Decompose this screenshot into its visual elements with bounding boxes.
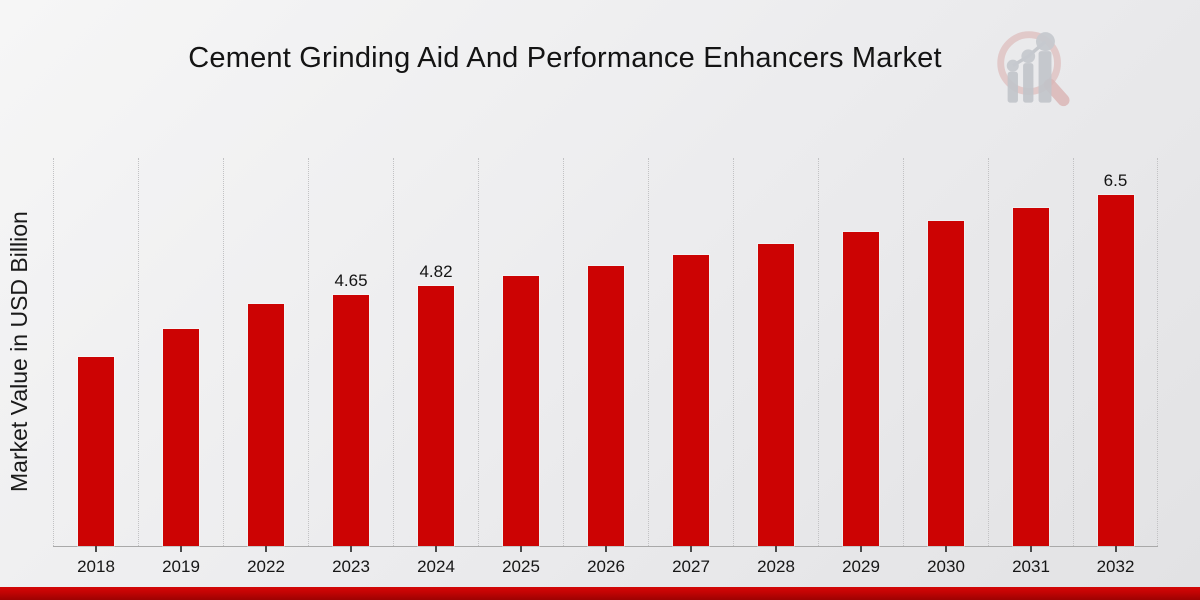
x-axis-tick-label: 2032 — [1096, 557, 1135, 576]
bar-2027 — [673, 255, 709, 546]
category-slot: 2026 — [563, 158, 648, 576]
bar-2030 — [928, 221, 964, 546]
x-axis-tick-label: 2018 — [77, 557, 115, 576]
bar-value-label: 6.5 — [1103, 171, 1128, 190]
bar-2022 — [248, 304, 284, 546]
bar-2025 — [503, 276, 539, 546]
category-slot: 2018 — [53, 158, 138, 576]
bar-2028 — [758, 244, 794, 546]
x-axis-tick — [520, 546, 522, 552]
x-axis-tick — [775, 546, 777, 552]
x-axis-tick-label: 2024 — [417, 557, 455, 576]
bar-2019 — [163, 329, 199, 546]
x-axis-tick-label: 2023 — [332, 557, 370, 576]
bar-2024 — [418, 286, 454, 546]
x-axis-tick — [945, 546, 947, 552]
bar-2023 — [333, 295, 369, 546]
x-axis-tick-label: 2031 — [1012, 557, 1050, 576]
bar-2018 — [78, 357, 114, 546]
y-axis-label: Market Value in USD Billion — [6, 211, 32, 493]
category-slot: 2029 — [818, 158, 903, 576]
category-slot: 2022 — [223, 158, 308, 576]
x-axis-tick-label: 2025 — [502, 557, 540, 576]
x-axis-tick-label: 2029 — [842, 557, 880, 576]
bar-2026 — [588, 266, 624, 546]
x-axis-tick — [95, 546, 97, 552]
footer-accent-band — [0, 587, 1200, 600]
x-axis-tick — [860, 546, 862, 552]
bar-2032 — [1097, 195, 1134, 546]
x-axis-tick — [350, 546, 352, 552]
category-slot: 2031 — [988, 158, 1073, 576]
chart-title: Cement Grinding Aid And Performance Enha… — [188, 42, 942, 74]
x-axis-tick-label: 2030 — [927, 557, 965, 576]
x-axis-tick-label: 2027 — [672, 557, 710, 576]
x-axis-tick — [180, 546, 182, 552]
category-slot: 6.5 2032 — [1073, 158, 1158, 576]
category-slot: 4.82 2024 — [393, 158, 478, 576]
x-axis-tick-label: 2019 — [162, 557, 200, 576]
x-axis-tick — [1030, 546, 1032, 552]
magnifier-bar-chart-logo-icon — [997, 31, 1070, 107]
x-axis-tick — [265, 546, 267, 552]
bar-value-label: 4.65 — [334, 271, 368, 290]
plot-area: 2018 2019 2022 4.65 2023 4.82 2024 2025 2026 2027… — [53, 158, 1158, 576]
category-slot: 2025 — [478, 158, 563, 576]
x-axis-tick-label: 2028 — [757, 557, 795, 576]
x-axis-tick — [605, 546, 607, 552]
category-slot: 2027 — [648, 158, 733, 576]
category-slot: 2030 — [903, 158, 988, 576]
x-axis-tick — [1114, 546, 1117, 552]
x-axis-tick — [690, 546, 692, 552]
bar-2029 — [843, 232, 879, 546]
x-axis-tick-label: 2026 — [587, 557, 625, 576]
x-axis-tick-label: 2022 — [247, 557, 285, 576]
category-slot: 2019 — [138, 158, 223, 576]
category-slot: 2028 — [733, 158, 818, 576]
bar-2031 — [1013, 208, 1049, 546]
bar-value-label: 4.82 — [419, 262, 453, 281]
x-axis-tick — [435, 546, 437, 552]
category-slot: 4.65 2023 — [308, 158, 393, 576]
